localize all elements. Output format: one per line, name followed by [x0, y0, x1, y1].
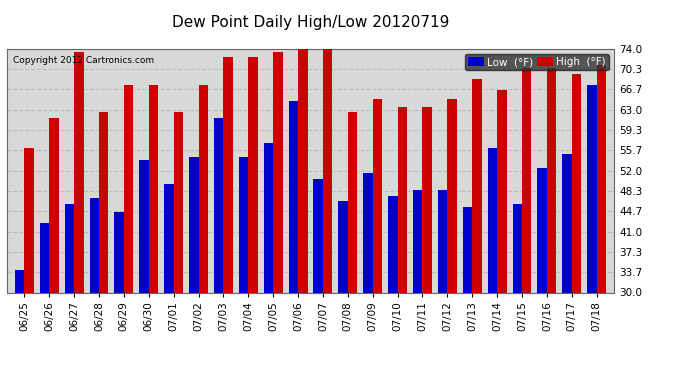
- Bar: [388, 195, 397, 375]
- Bar: [587, 85, 597, 375]
- Bar: [288, 101, 298, 375]
- Bar: [174, 112, 183, 375]
- Bar: [313, 179, 323, 375]
- Bar: [264, 143, 273, 375]
- Text: Copyright 2012 Cartronics.com: Copyright 2012 Cartronics.com: [13, 56, 154, 65]
- Bar: [522, 68, 531, 375]
- Bar: [298, 49, 308, 375]
- Bar: [139, 159, 149, 375]
- Bar: [323, 49, 333, 375]
- Bar: [363, 173, 373, 375]
- Bar: [248, 57, 258, 375]
- Bar: [199, 85, 208, 375]
- Bar: [422, 107, 432, 375]
- Bar: [447, 99, 457, 375]
- Bar: [99, 112, 108, 375]
- Bar: [413, 190, 422, 375]
- Bar: [124, 85, 133, 375]
- Bar: [497, 90, 506, 375]
- Bar: [214, 118, 224, 375]
- Bar: [562, 154, 572, 375]
- Bar: [24, 148, 34, 375]
- Bar: [397, 107, 407, 375]
- Bar: [472, 79, 482, 375]
- Bar: [164, 184, 174, 375]
- Legend: Low  (°F), High  (°F): Low (°F), High (°F): [465, 54, 609, 70]
- Bar: [348, 112, 357, 375]
- Bar: [572, 74, 581, 375]
- Bar: [597, 65, 606, 375]
- Bar: [224, 57, 233, 375]
- Bar: [273, 51, 283, 375]
- Bar: [488, 148, 497, 375]
- Bar: [373, 99, 382, 375]
- Bar: [40, 223, 49, 375]
- Text: Dew Point Daily High/Low 20120719: Dew Point Daily High/Low 20120719: [172, 15, 449, 30]
- Bar: [438, 190, 447, 375]
- Bar: [338, 201, 348, 375]
- Bar: [49, 118, 59, 375]
- Bar: [74, 51, 83, 375]
- Bar: [115, 212, 124, 375]
- Bar: [65, 204, 74, 375]
- Bar: [189, 157, 199, 375]
- Bar: [149, 85, 158, 375]
- Bar: [15, 270, 24, 375]
- Bar: [513, 204, 522, 375]
- Bar: [239, 157, 248, 375]
- Bar: [90, 198, 99, 375]
- Bar: [547, 68, 556, 375]
- Bar: [538, 168, 547, 375]
- Bar: [463, 207, 472, 375]
